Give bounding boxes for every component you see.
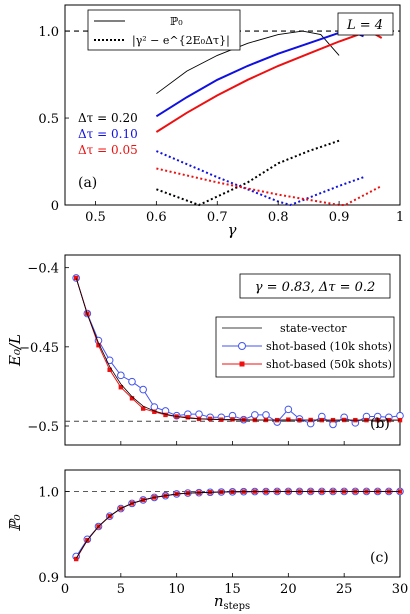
legend-gap-label: |γ² − e^{2E₀Δτ}| xyxy=(132,34,230,48)
point-10k xyxy=(195,410,203,418)
point-50k xyxy=(73,556,79,562)
panel-b-ylabel: E₀/L xyxy=(6,334,24,367)
series-line-a-1 xyxy=(156,139,340,207)
point-10k xyxy=(105,356,114,365)
annotation-dtau-005: Δτ = 0.05 xyxy=(78,143,138,157)
panel-c-ylabel: ℙ₀ xyxy=(6,514,24,531)
y-tick-label: 0 xyxy=(51,199,59,214)
point-50k xyxy=(207,416,213,422)
legend-10k-label: shot-based (10k shots) xyxy=(266,340,392,353)
annotation-dtau-020: Δτ = 0.20 xyxy=(78,111,138,125)
series-line-pc-2 xyxy=(75,491,400,560)
y-tick-label: −0.5 xyxy=(27,420,59,435)
point-50k xyxy=(96,343,101,348)
point-10k xyxy=(251,411,259,419)
params-label: γ = 0.83, Δτ = 0.2 xyxy=(255,280,376,295)
point-50k xyxy=(107,367,112,372)
legend-50k-marker xyxy=(239,361,245,367)
panel-c: 0 5 10 15 20 25 300.91.0 (c) ℙ₀ nsteps xyxy=(6,469,409,612)
point-50k xyxy=(129,396,135,401)
panel-a-xlabel: γ xyxy=(228,221,237,239)
xlabel-subscript: steps xyxy=(224,601,251,612)
system-size-box xyxy=(337,12,394,36)
legend-10k-marker xyxy=(238,342,246,350)
point-50k xyxy=(152,409,157,414)
panel-a-frame xyxy=(64,4,401,206)
point-50k xyxy=(286,417,291,422)
y-tick-label: 1.0 xyxy=(38,485,59,500)
y-tick-label: −0.4 xyxy=(27,262,59,277)
x-tick-label: 0 xyxy=(61,582,69,597)
series-line-pc-1 xyxy=(75,491,400,557)
point-50k xyxy=(118,385,124,390)
legend-p0-label: ℙ₀ xyxy=(170,15,183,28)
legend-state-vector-label: state-vector xyxy=(280,322,347,335)
x-tick-label: 0.6 xyxy=(146,210,167,225)
x-tick-label: 25 xyxy=(336,582,353,597)
panel-b-label: (b) xyxy=(370,416,390,432)
point-10k xyxy=(139,385,147,394)
point-10k xyxy=(128,377,136,386)
point-50k xyxy=(163,412,168,418)
x-tick-label: 30 xyxy=(392,582,409,597)
point-50k xyxy=(230,417,235,422)
system-size-label: L = 4 xyxy=(346,18,383,33)
x-tick-label: 10 xyxy=(168,582,185,597)
x-tick-label: 5 xyxy=(117,582,125,597)
panel-c-frame xyxy=(64,469,401,578)
panel-a: 0.5 0.6 0.7 0.8 0.9 1 0 0.5 1.0 (a) γ ℙ₀ |γ² − e… xyxy=(38,4,404,239)
series-line-pb-0 xyxy=(75,277,400,421)
series-line-pc-0 xyxy=(75,491,400,559)
y-tick-label: 0.9 xyxy=(38,571,59,586)
x-tick-label: 0.5 xyxy=(85,210,106,225)
point-50k xyxy=(185,415,191,420)
panel-a-label: (a) xyxy=(78,175,97,191)
annotation-dtau-010: Δτ = 0.10 xyxy=(78,127,138,141)
series-line-a-0 xyxy=(156,30,340,95)
series-line-a-5 xyxy=(156,167,383,206)
x-tick-label: 20 xyxy=(280,582,297,597)
point-10k xyxy=(117,371,125,380)
point-10k xyxy=(284,405,293,414)
x-tick-label: 1 xyxy=(396,210,404,225)
params-box xyxy=(239,273,391,299)
y-tick-label: 1.0 xyxy=(38,25,59,40)
x-tick-label: 0.8 xyxy=(268,210,289,225)
panel-a-legend xyxy=(87,9,241,51)
legend-50k-label: shot-based (50k shots) xyxy=(266,358,392,371)
panel-c-label: (c) xyxy=(370,550,389,566)
x-tick-label: 15 xyxy=(224,582,241,597)
y-tick-label: −0.45 xyxy=(19,341,59,356)
point-50k xyxy=(73,275,79,281)
point-10k xyxy=(150,403,159,411)
series-line-a-3 xyxy=(156,150,364,207)
panel-b: −0.4 −0.45 −0.5 (b) E₀/L γ = 0.83, Δτ = 0.… xyxy=(6,254,404,446)
point-50k xyxy=(140,406,146,411)
y-tick-label: 0.5 xyxy=(38,112,59,127)
x-tick-label: 0.7 xyxy=(207,210,228,225)
point-10k xyxy=(262,411,270,419)
x-tick-label: 0.9 xyxy=(329,210,350,225)
